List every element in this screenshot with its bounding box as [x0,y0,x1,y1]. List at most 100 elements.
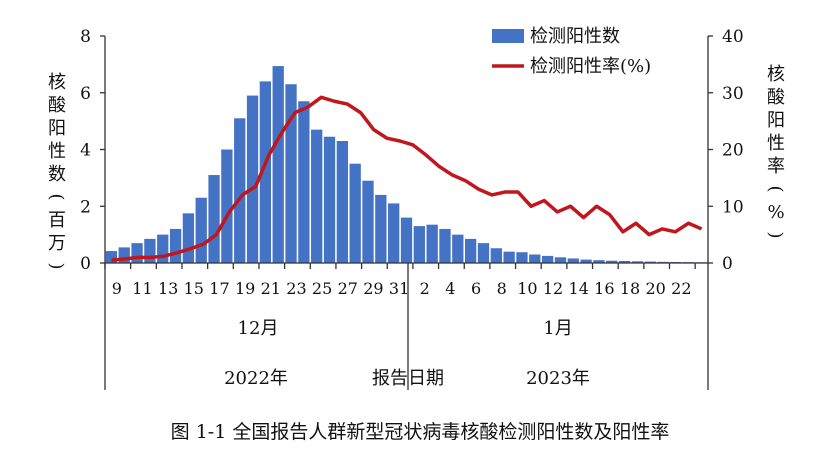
left-y-tick-labels: 0 2 4 6 8 [80,27,91,274]
x-tick-label: 18 [620,279,640,298]
left-y-tick-label: 4 [80,141,91,161]
bar [311,129,323,263]
bar [298,101,310,263]
bar [465,238,477,263]
right-y-tick-labels: 0 10 20 30 40 [722,27,744,274]
x-tick-label: 2 [420,279,430,298]
bar [272,66,284,263]
x-tick-label: 20 [646,279,666,298]
x-tick-label: 11 [132,279,152,298]
bar [490,248,502,263]
line-series [111,95,703,262]
right-y-tick-label: 0 [722,254,733,274]
legend-label-line: 检测阳性率(%) [530,56,651,77]
left-y-axis-title-char: 万 [48,233,66,254]
legend-swatch-bar [492,29,524,43]
left-y-axis-title-char: ( [46,193,67,200]
bar [554,257,567,263]
month-label-january: 1月 [543,318,572,339]
left-y-tick-label: 2 [80,197,91,217]
x-tick-label: 9 [112,279,122,298]
left-y-tick-label: 6 [80,84,91,104]
year-label-2023: 2023年 [526,368,590,389]
bar [593,260,605,263]
bar [285,84,297,264]
right-y-axis-title-char: ) [765,231,786,238]
bar [541,255,554,263]
x-tick-label: 16 [594,279,614,298]
left-y-axis-title-char: 性 [48,141,66,162]
x-axis-title: 报告日期 [372,368,444,389]
bar [375,194,387,263]
figure-caption: 图 1-1 全国报告人群新型冠状病毒核酸检测阳性数及阳性率 [171,421,670,443]
right-y-tick-label: 30 [722,84,744,104]
left-y-tick-label: 8 [80,27,91,47]
bar [400,217,413,263]
right-y-axis-title-char: 性 [767,133,785,154]
bar [439,228,451,263]
x-tick-label: 4 [445,279,455,298]
x-tick-label: 14 [569,279,589,298]
left-y-axis-title-char: ) [46,262,67,269]
bar [388,203,400,263]
bar [618,261,631,263]
bar [516,252,528,263]
right-y-axis-title-char: 率 [767,156,785,177]
year-label-2022: 2022年 [224,368,288,389]
bar-series [105,66,708,264]
bar [208,175,220,263]
x-tick-label: 25 [312,279,332,298]
right-y-axis-title-char: % [767,202,784,223]
left-y-axis-title-char: 酸 [48,95,66,116]
x-tick-label: 10 [517,279,537,298]
bar [234,118,246,263]
bar [426,224,438,263]
bar [195,197,207,263]
bar [349,163,361,263]
x-tick-label: 27 [338,279,358,298]
right-y-axis-title-char: ( [765,185,786,192]
bar [157,234,169,264]
bar [362,180,374,263]
left-y-tick-label: 0 [80,254,91,274]
bar [144,238,156,263]
bar [118,247,130,263]
bar [169,228,182,263]
bar [567,258,579,263]
x-tick-label: 19 [235,279,255,298]
x-tick-label: 15 [184,279,204,298]
legend: 检测阳性数 检测阳性率(%) [492,26,651,77]
bar [105,251,118,263]
x-tick-label: 13 [158,279,178,298]
bar [477,243,490,263]
bar [182,213,195,263]
right-y-tick-label: 40 [722,27,744,47]
positive-rate-line [111,95,703,262]
month-label-december: 12月 [238,318,279,339]
x-tick-label: 29 [363,279,383,298]
bar [606,260,618,263]
bar [336,140,348,263]
left-y-axis-title-char: 数 [48,164,66,185]
right-y-axis-title-char: 酸 [767,87,785,108]
right-y-tick-label: 20 [722,141,744,161]
x-tick-label: 31 [389,279,409,298]
bar [503,251,515,263]
x-tick-label: 23 [286,279,306,298]
legend-label-bar: 检测阳性数 [530,26,620,47]
right-y-axis-title-char: 阳 [767,110,785,131]
bar [580,259,592,263]
bar [221,149,233,263]
bar [246,95,259,263]
bar [631,261,644,263]
bar [529,254,541,263]
bar [259,81,272,264]
x-tick-label: 6 [471,279,481,298]
x-tick-label: 12 [543,279,563,298]
bar [644,261,656,263]
x-tick-label: 8 [497,279,507,298]
